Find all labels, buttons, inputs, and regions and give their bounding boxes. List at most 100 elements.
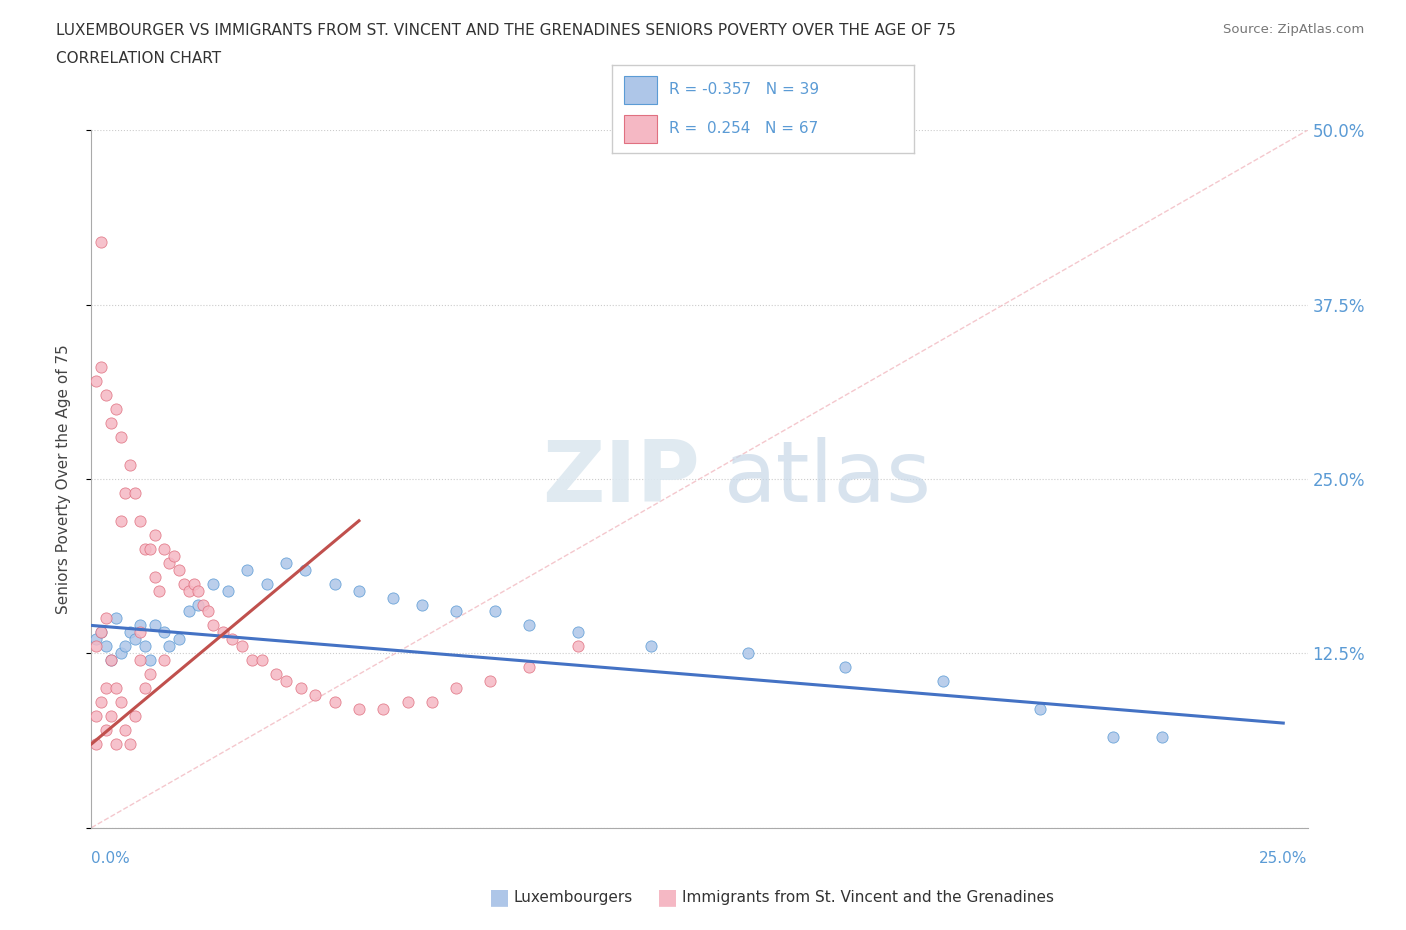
Point (104, 611, 127, 626)
Text: Source: ZipAtlas.com: Source: ZipAtlas.com (1223, 23, 1364, 36)
Point (120, 737, 142, 751)
Point (114, 639, 136, 654)
Point (129, 625, 152, 640)
Point (347, 583, 370, 598)
Point (517, 660, 540, 675)
Point (110, 513, 132, 528)
Point (100, 416, 122, 431)
Text: ■: ■ (658, 887, 678, 908)
Point (139, 667, 162, 682)
Point (231, 639, 253, 654)
Point (84, 639, 107, 654)
Point (139, 541, 162, 556)
Point (396, 695, 419, 710)
Y-axis label: Seniors Poverty Over the Age of 75: Seniors Poverty Over the Age of 75 (56, 344, 70, 614)
Point (274, 674, 297, 689)
Point (124, 485, 146, 500)
Text: ■: ■ (489, 887, 509, 908)
Text: Luxembourgers: Luxembourgers (513, 890, 633, 905)
Point (567, 625, 589, 640)
Text: 25.0%: 25.0% (1260, 851, 1308, 866)
Point (834, 660, 856, 675)
Point (129, 618, 152, 633)
Point (129, 653, 152, 668)
Point (139, 653, 162, 668)
Point (84, 374, 107, 389)
Point (197, 604, 219, 619)
Point (484, 604, 506, 619)
Point (104, 737, 127, 751)
Point (84, 709, 107, 724)
Point (236, 562, 259, 577)
Point (124, 709, 146, 724)
Point (120, 625, 142, 640)
Point (256, 577, 278, 591)
Point (104, 681, 127, 696)
Point (148, 583, 170, 598)
Point (202, 618, 225, 633)
Text: Immigrants from St. Vincent and the Grenadines: Immigrants from St. Vincent and the Gren… (682, 890, 1054, 905)
Point (323, 695, 346, 710)
Point (567, 639, 589, 654)
Bar (624, 114, 657, 143)
Point (211, 625, 233, 640)
Point (90, 234, 112, 249)
Point (183, 577, 205, 591)
Text: atlas: atlas (724, 437, 932, 521)
Point (290, 681, 312, 696)
Point (187, 597, 209, 612)
Point (177, 604, 200, 619)
Point (124, 632, 146, 647)
Bar (624, 75, 657, 104)
Point (90, 625, 112, 640)
Point (84, 632, 107, 647)
Point (134, 681, 156, 696)
Point (304, 688, 326, 703)
Point (94, 639, 117, 654)
Point (90, 360, 112, 375)
Point (90, 625, 112, 640)
Point (1029, 702, 1052, 717)
Point (94, 681, 117, 696)
Text: R =  0.254   N = 67: R = 0.254 N = 67 (669, 121, 818, 136)
Point (347, 702, 370, 717)
Point (444, 604, 467, 619)
Point (274, 555, 297, 570)
Point (157, 555, 180, 570)
Point (193, 597, 215, 612)
Point (94, 723, 117, 737)
Point (202, 577, 225, 591)
Point (94, 611, 117, 626)
Point (382, 591, 405, 605)
Point (411, 597, 433, 612)
Point (250, 653, 273, 668)
Point (177, 583, 200, 598)
Point (110, 430, 132, 445)
Point (264, 667, 287, 682)
Point (420, 695, 443, 710)
Point (143, 618, 166, 633)
Point (114, 485, 136, 500)
Point (153, 653, 176, 668)
Point (84, 737, 107, 751)
Point (114, 723, 136, 737)
Point (110, 646, 132, 661)
Point (187, 583, 209, 598)
Point (157, 639, 180, 654)
Point (1102, 729, 1125, 744)
Point (167, 632, 190, 647)
Point (104, 402, 127, 417)
Point (100, 709, 122, 724)
Point (134, 541, 156, 556)
Point (221, 632, 243, 647)
Point (153, 625, 176, 640)
Point (737, 646, 759, 661)
Point (931, 674, 953, 689)
Point (163, 549, 186, 564)
Point (323, 577, 346, 591)
Point (110, 695, 132, 710)
Point (173, 577, 195, 591)
Text: LUXEMBOURGER VS IMMIGRANTS FROM ST. VINCENT AND THE GRENADINES SENIORS POVERTY O: LUXEMBOURGER VS IMMIGRANTS FROM ST. VINC… (56, 23, 956, 38)
Text: R = -0.357   N = 39: R = -0.357 N = 39 (669, 83, 820, 98)
Point (1150, 729, 1173, 744)
